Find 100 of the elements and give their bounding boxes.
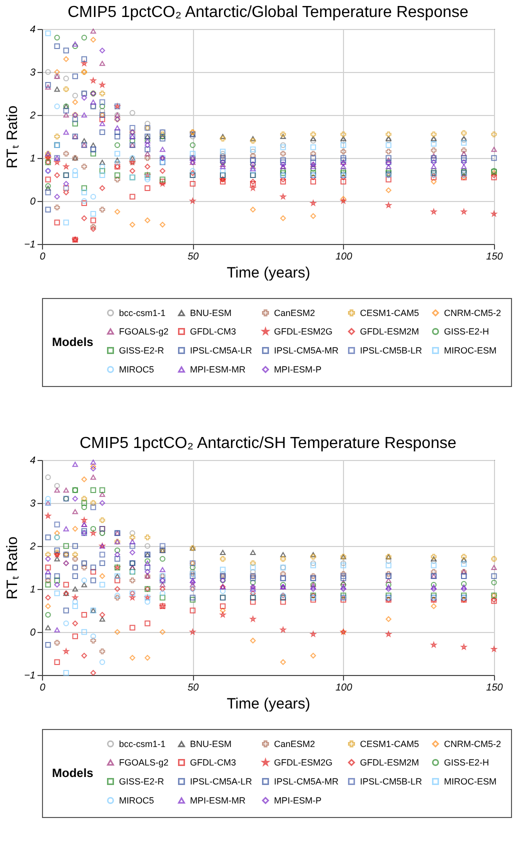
point xyxy=(340,132,346,138)
point xyxy=(310,170,316,176)
point xyxy=(99,206,106,212)
point xyxy=(114,134,120,140)
point xyxy=(250,166,256,172)
legend-label: BNU-ESM xyxy=(190,308,232,318)
legend-label: GFDL-ESM2G xyxy=(274,326,333,336)
point xyxy=(63,220,69,226)
point xyxy=(63,526,69,532)
point xyxy=(72,120,78,126)
point xyxy=(45,603,51,610)
point xyxy=(250,560,256,566)
point xyxy=(461,554,467,560)
point xyxy=(160,222,166,228)
point xyxy=(114,552,120,558)
point xyxy=(280,659,286,665)
point xyxy=(90,100,96,105)
legend-title: Models xyxy=(52,335,94,349)
y-tick-label: 4 xyxy=(30,456,36,466)
point xyxy=(54,488,60,493)
point xyxy=(491,155,497,161)
point xyxy=(250,206,256,212)
point xyxy=(63,112,69,118)
point xyxy=(491,580,497,586)
point xyxy=(310,150,316,157)
point xyxy=(144,151,150,156)
legend-label: CNRM-CM5-2 xyxy=(444,738,501,749)
point xyxy=(144,560,150,566)
point xyxy=(54,220,60,226)
point xyxy=(461,140,467,146)
point xyxy=(491,146,497,152)
point xyxy=(99,552,106,558)
point xyxy=(430,174,437,180)
point xyxy=(340,138,346,144)
point xyxy=(54,482,60,489)
point xyxy=(144,164,150,170)
point xyxy=(81,500,88,506)
point xyxy=(386,164,392,170)
point xyxy=(72,168,78,174)
point xyxy=(310,560,316,566)
point xyxy=(130,138,136,144)
point xyxy=(90,578,96,584)
point xyxy=(310,584,316,590)
point xyxy=(220,162,226,167)
point xyxy=(250,550,256,555)
point xyxy=(99,616,106,622)
point xyxy=(340,562,346,568)
point xyxy=(81,34,88,40)
point xyxy=(45,496,51,502)
point xyxy=(99,573,106,579)
point xyxy=(63,108,69,114)
point xyxy=(114,176,120,182)
point xyxy=(90,633,96,640)
point xyxy=(190,168,196,174)
point xyxy=(461,586,467,592)
legend-label: IPSL-CM5B-LR xyxy=(360,776,423,786)
legend-label: GFDL-ESM2M xyxy=(360,326,420,336)
point xyxy=(310,596,316,603)
x-axis-title: Time (years) xyxy=(226,264,310,282)
point xyxy=(72,603,78,610)
point xyxy=(144,599,150,605)
point xyxy=(81,185,88,191)
point xyxy=(99,164,106,170)
x-axis-title: Time (years) xyxy=(226,696,310,712)
point xyxy=(160,582,166,588)
point xyxy=(72,509,78,514)
point xyxy=(81,215,88,222)
point xyxy=(310,573,316,579)
point xyxy=(90,218,96,224)
point xyxy=(310,144,316,150)
point xyxy=(45,474,51,480)
point xyxy=(90,500,96,506)
point xyxy=(280,168,286,174)
point xyxy=(280,552,286,558)
point xyxy=(63,608,69,614)
point xyxy=(386,616,392,622)
point xyxy=(340,575,346,582)
point xyxy=(90,670,96,676)
point xyxy=(63,582,69,588)
point xyxy=(340,584,346,590)
point xyxy=(45,582,51,588)
point xyxy=(160,168,166,174)
point xyxy=(250,590,256,596)
point xyxy=(190,564,196,570)
point xyxy=(491,556,497,562)
point xyxy=(114,172,120,178)
y-tick-label: −1 xyxy=(24,240,36,250)
point xyxy=(54,640,60,646)
y-tick-label: 0 xyxy=(30,628,36,638)
point xyxy=(250,564,256,570)
y-tick-label: 2 xyxy=(28,542,36,552)
point xyxy=(310,174,316,180)
y-tick-label: 1 xyxy=(30,584,36,596)
legend-label: GFDL-ESM2M xyxy=(360,758,420,768)
point xyxy=(144,120,150,126)
point xyxy=(340,560,346,566)
point xyxy=(81,138,88,144)
point xyxy=(90,226,96,232)
point xyxy=(160,590,166,596)
y-tick-label: −1 xyxy=(24,670,36,682)
